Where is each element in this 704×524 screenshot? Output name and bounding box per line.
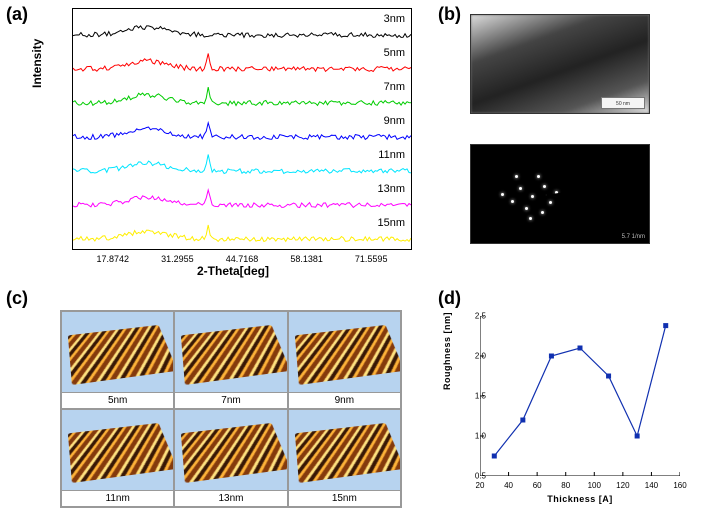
xrd-trace-label: 9nm xyxy=(384,115,405,127)
afm-surface-texture xyxy=(68,325,173,385)
saed-spot xyxy=(525,207,528,210)
saed-spot xyxy=(549,201,552,204)
roughness-svg xyxy=(480,316,680,476)
roughness-ytick: 2.0 xyxy=(458,352,486,361)
afm-surface xyxy=(175,410,286,490)
label-b: (b) xyxy=(438,4,461,25)
afm-cell: 7nm xyxy=(174,311,287,409)
afm-cell-label: 13nm xyxy=(175,490,286,506)
xrd-trace-label: 15nm xyxy=(377,217,405,229)
tem-scalebar: 50 nm xyxy=(601,97,645,109)
xrd-trace-label: 11nm xyxy=(378,149,405,161)
xrd-xtick: 58.1381 xyxy=(290,254,323,264)
xrd-xtick: 17.8742 xyxy=(97,254,130,264)
xrd-plot-area: 3nm 5nm 7nm 9nm 11nm 13nm 15nm xyxy=(72,8,412,250)
xrd-trace-label: 13nm xyxy=(377,183,405,195)
label-c: (c) xyxy=(6,288,28,309)
afm-cell-label: 11nm xyxy=(62,490,173,506)
xrd-trace-label: 5nm xyxy=(384,47,405,59)
afm-cell: 15nm xyxy=(288,409,401,507)
saed-spot xyxy=(515,175,518,178)
roughness-xtick: 20 xyxy=(476,481,485,490)
label-d: (d) xyxy=(438,288,461,309)
saed-pattern: 5.7 1/nm xyxy=(470,144,650,244)
saed-spot xyxy=(541,211,544,214)
saed-scalebar: 5.7 1/nm xyxy=(622,234,645,240)
afm-surface xyxy=(289,312,400,392)
roughness-plot-area xyxy=(480,316,680,476)
afm-cell: 11nm xyxy=(61,409,174,507)
afm-cell-label: 7nm xyxy=(175,392,286,408)
afm-surface-texture xyxy=(68,423,173,483)
afm-surface xyxy=(62,410,173,490)
afm-surface xyxy=(289,410,400,490)
roughness-xtick: 140 xyxy=(645,481,658,490)
afm-surface xyxy=(175,312,286,392)
roughness-xtick: 100 xyxy=(588,481,601,490)
roughness-xtick: 80 xyxy=(561,481,570,490)
xrd-xtick: 71.5595 xyxy=(355,254,388,264)
afm-cell: 5nm xyxy=(61,311,174,409)
roughness-ytick: 2.5 xyxy=(458,312,486,321)
afm-surface-texture xyxy=(181,325,286,385)
afm-grid-container: 5nm7nm9nm 11nm13nm15nm xyxy=(60,310,402,508)
tem-brightfield: 50 nm xyxy=(470,14,650,114)
roughness-xtick: 40 xyxy=(504,481,513,490)
xrd-chart: Intensity 3nm5nm7nm9nm11nm13nm15nm 2-The… xyxy=(48,8,418,278)
saed-spot xyxy=(529,217,532,220)
roughness-xtick: 120 xyxy=(616,481,629,490)
tem-panel: 50 nm 5.7 1/nm xyxy=(470,14,670,264)
saed-spot xyxy=(537,175,540,178)
roughness-ytick: 1.5 xyxy=(458,392,486,401)
afm-grid: 5nm7nm9nm 11nm13nm15nm xyxy=(60,310,402,508)
xrd-xlabel: 2-Theta[deg] xyxy=(48,264,418,278)
xrd-ylabel: Intensity xyxy=(30,39,44,88)
afm-surface-texture xyxy=(181,423,286,483)
xrd-trace-label: 7nm xyxy=(384,81,405,93)
saed-spot xyxy=(501,193,504,196)
xrd-trace-label: 3nm xyxy=(384,13,405,25)
afm-surface xyxy=(62,312,173,392)
afm-surface-texture xyxy=(295,423,400,483)
roughness-chart: Roughness [nm] Thickness [A] 0.51.01.52.… xyxy=(446,310,690,508)
xrd-xtick: 31.2955 xyxy=(161,254,194,264)
afm-surface-texture xyxy=(295,325,400,385)
roughness-ytick: 1.0 xyxy=(458,432,486,441)
saed-spot xyxy=(543,185,546,188)
roughness-xtick: 160 xyxy=(673,481,686,490)
afm-cell-label: 5nm xyxy=(62,392,173,408)
saed-beam-stopper xyxy=(545,179,650,211)
label-a: (a) xyxy=(6,4,28,25)
roughness-ytick: 0.5 xyxy=(458,472,486,481)
roughness-xlabel: Thickness [A] xyxy=(480,494,680,504)
roughness-xtick: 60 xyxy=(533,481,542,490)
xrd-xtick: 44.7168 xyxy=(226,254,259,264)
saed-spot xyxy=(519,187,522,190)
afm-cell-label: 15nm xyxy=(289,490,400,506)
afm-cell: 9nm xyxy=(288,311,401,409)
saed-spot xyxy=(531,195,534,198)
afm-cell-label: 9nm xyxy=(289,392,400,408)
saed-spot xyxy=(511,200,514,203)
roughness-ylabel: Roughness [nm] xyxy=(442,312,452,390)
afm-cell: 13nm xyxy=(174,409,287,507)
